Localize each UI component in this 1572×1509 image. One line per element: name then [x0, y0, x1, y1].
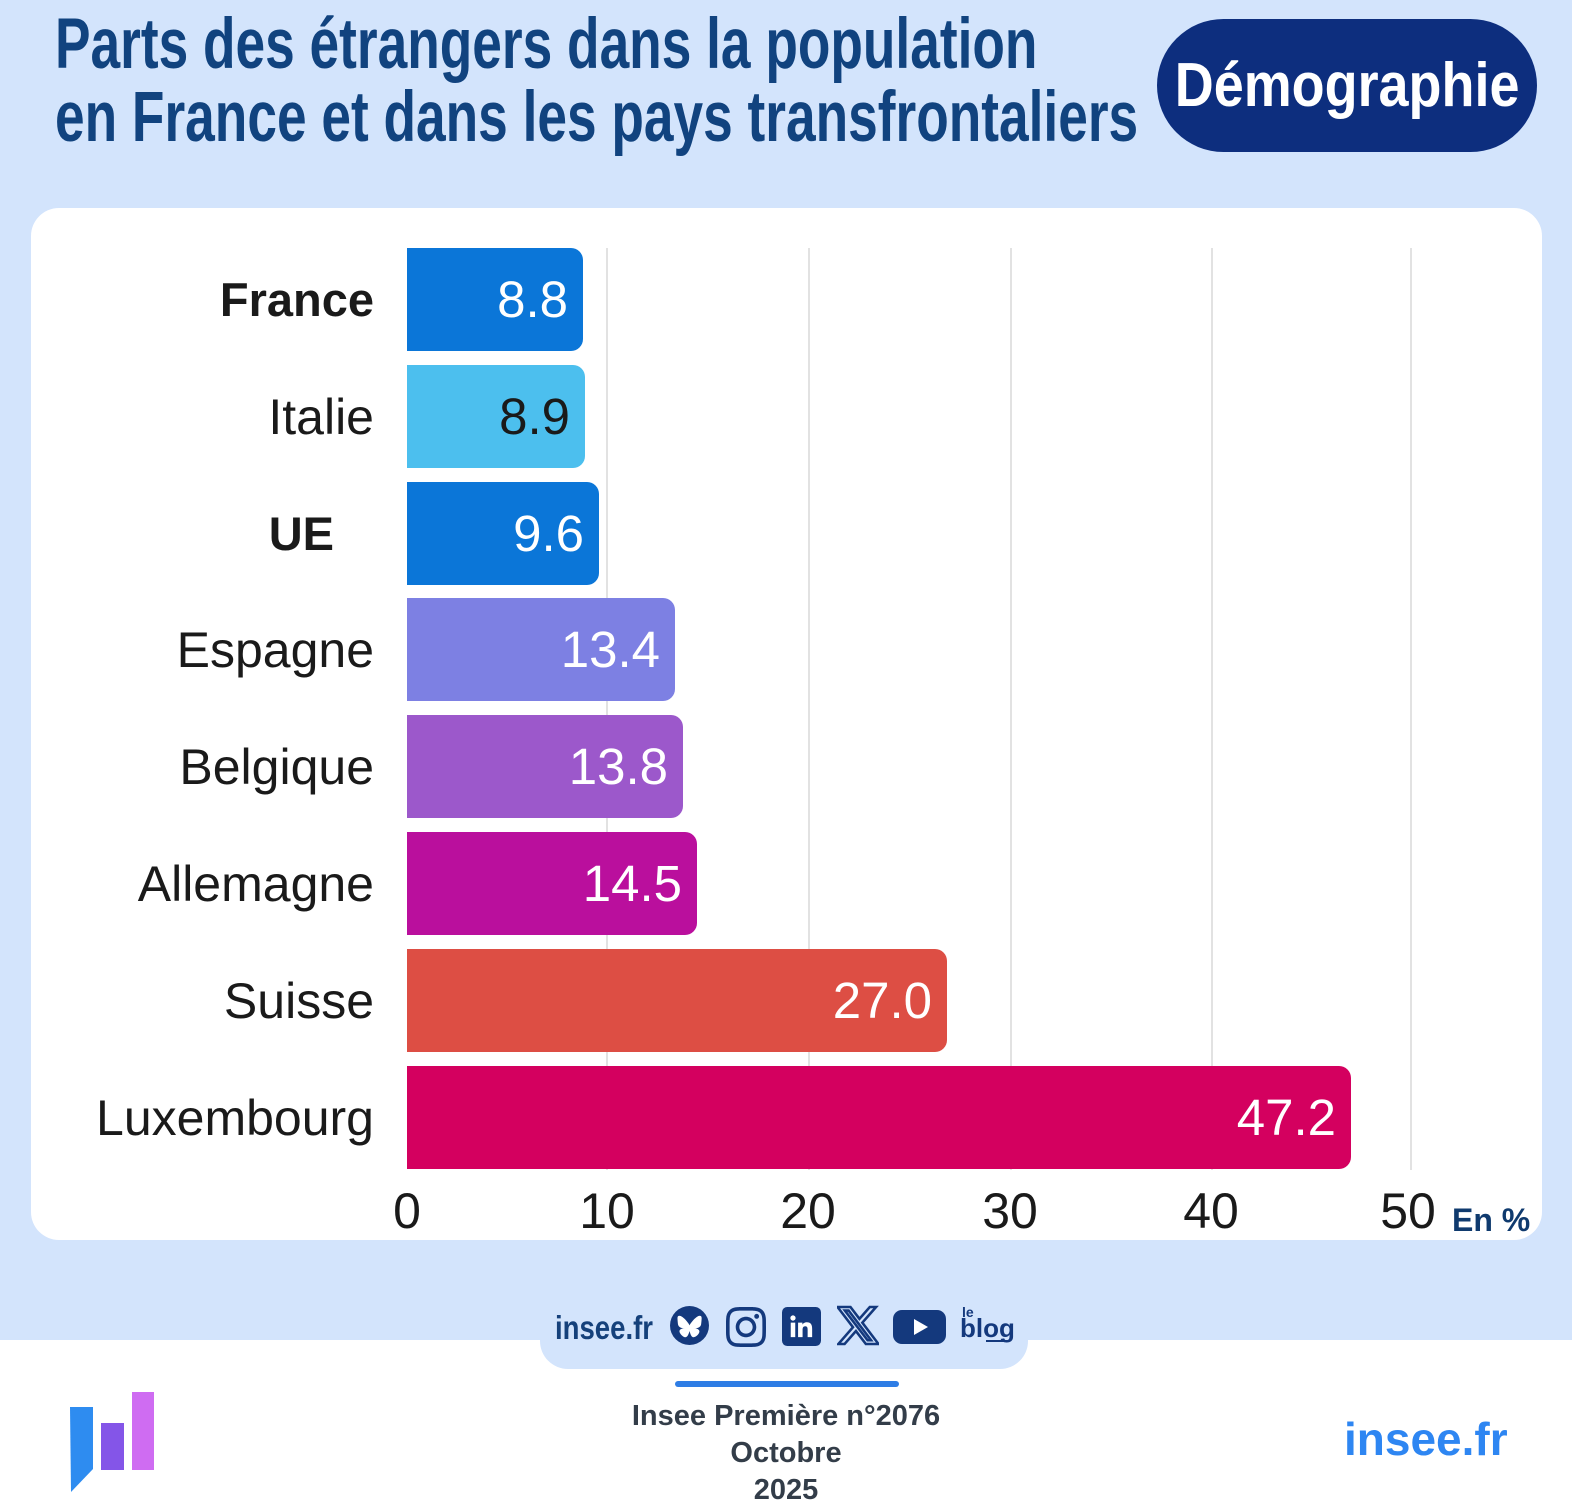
- svg-text:le: le: [962, 1304, 974, 1320]
- svg-text:blog: blog: [960, 1313, 1015, 1343]
